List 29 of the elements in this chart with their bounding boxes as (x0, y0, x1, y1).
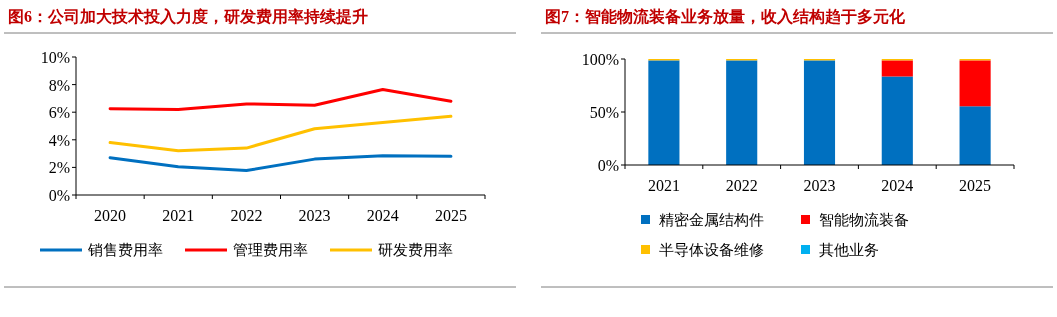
x-tick-label: 2022 (230, 207, 263, 224)
title: 图7：智能物流装备业务放量，收入结构趋于多元化 (545, 8, 905, 25)
legend-label: 管理费用率 (233, 242, 308, 258)
y-tick-label: 0% (48, 187, 70, 204)
x-tick-label: 2021 (162, 207, 195, 224)
legend-label: 精密金属结构件 (659, 212, 764, 228)
x-tick-label: 2023 (803, 177, 836, 194)
legend-label: 智能物流装备 (819, 212, 909, 228)
x-tick-label: 2025 (959, 177, 992, 194)
y-tick-label: 0% (597, 157, 619, 174)
x-tick-label: 2023 (298, 207, 331, 224)
x-tick-label: 2022 (725, 177, 758, 194)
y-tick-label: 8% (48, 76, 70, 94)
legend-label: 销售费用率 (87, 242, 163, 258)
legend-label: 其他业务 (819, 242, 879, 258)
legend-label: 研发费用率 (378, 242, 453, 258)
title: 图6：公司加大技术投入力度，研发费用率持续提升 (8, 8, 368, 25)
y-tick-label: 2% (48, 159, 70, 177)
y-tick-label: 4% (48, 131, 70, 149)
x-tick-label: 2024 (881, 177, 914, 194)
y-tick-label: 50% (589, 104, 619, 121)
y-tick-label: 100% (581, 51, 619, 68)
x-tick-label: 2020 (94, 207, 127, 224)
y-tick-label: 6% (48, 104, 70, 122)
x-tick-label: 2024 (366, 207, 399, 224)
legend-label: 半导体设备维修 (659, 242, 764, 258)
y-tick-label: 10% (40, 49, 70, 66)
x-tick-label: 2021 (647, 177, 680, 194)
x-tick-label: 2025 (434, 207, 467, 224)
